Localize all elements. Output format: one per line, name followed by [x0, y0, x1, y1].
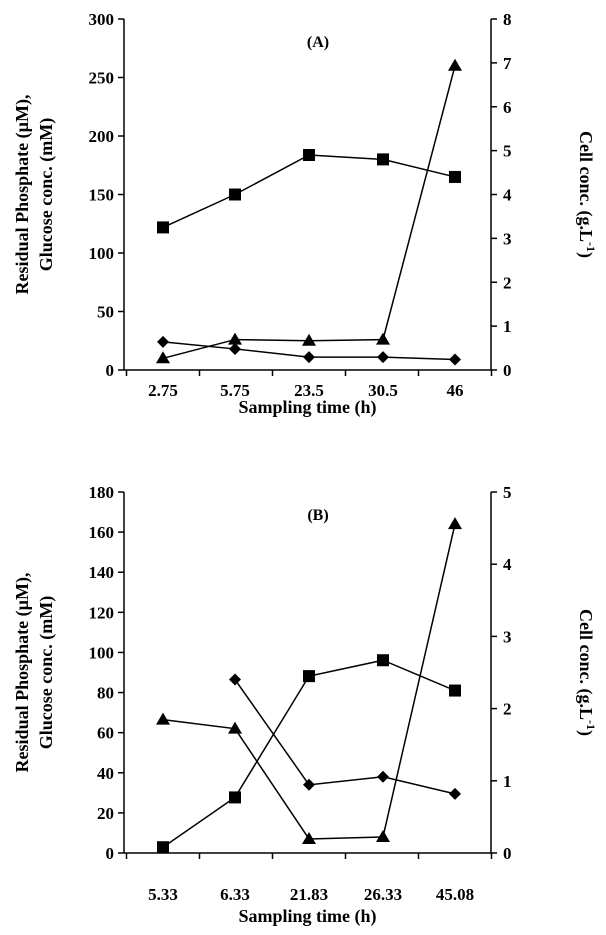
x-tick-label: 26.33: [364, 885, 402, 904]
square-marker-2: [303, 670, 315, 683]
diamond-marker-3: [449, 787, 461, 800]
triangle-marker-4: [448, 58, 462, 71]
left-tick-label: 50: [97, 303, 114, 322]
y-axis-title-line1: Residual Phosphate (µM),: [12, 573, 33, 773]
left-tick-label: 40: [97, 764, 114, 783]
square-marker-1: [229, 791, 241, 804]
left-tick-label: 250: [89, 69, 115, 88]
y-axis-title-line1: Residual Phosphate (µM),: [12, 95, 33, 295]
x-tick-label: 5.75: [220, 381, 250, 400]
y-axis-title: Residual Phosphate (µM), Glucose conc. (m…: [12, 95, 57, 295]
left-tick-label: 300: [89, 10, 115, 29]
x-tick-label: 30.5: [368, 381, 398, 400]
x-tick-label: 23.5: [294, 381, 324, 400]
right-tick-label: 3: [503, 229, 512, 248]
left-tick-label: 200: [89, 127, 115, 146]
series-square: [157, 149, 461, 234]
series-square: [157, 654, 461, 854]
y2-axis-title: Cell conc. (g.L-1): [575, 131, 598, 258]
x-axis-title: Sampling time (h): [238, 397, 376, 418]
right-tick-label: 0: [503, 844, 512, 863]
diamond-marker-0: [157, 335, 169, 348]
chart-panel-b: 0 20 40 60 80 100 120 140 160 180 0 1 2 3 4 5 5.33 6.33 21…: [12, 483, 598, 927]
right-tick-label: 1: [503, 772, 512, 791]
x-tick-label: 6.33: [220, 885, 250, 904]
left-tick-label: 140: [89, 563, 115, 582]
triangle-marker-3: [376, 332, 390, 345]
diamond-marker-0: [229, 673, 241, 686]
left-tick-label: 0: [106, 844, 115, 863]
series-line-diamond: [234, 679, 456, 795]
triangle-marker-2: [302, 333, 316, 346]
left-tick-label: 180: [89, 483, 115, 502]
diamond-marker-1: [229, 342, 241, 355]
right-tick-label: 4: [503, 186, 512, 205]
diamond-marker-2: [303, 351, 315, 364]
triangle-marker-3: [376, 829, 390, 842]
x-tick-label: 2.75: [148, 381, 178, 400]
x-tick-label: 21.83: [290, 885, 328, 904]
square-marker-3: [377, 153, 389, 166]
series-diamond: [157, 335, 461, 366]
left-tick-label: 150: [89, 186, 115, 205]
right-tick-label: 3: [503, 627, 512, 646]
chart-panel-a: 0 50 100 150 200 250 300 0 1 2 3 4 5 6 7 8 2.75 5.75 23.5 3…: [12, 10, 598, 418]
panel-label: (B): [307, 507, 328, 524]
left-tick-label: 100: [89, 244, 115, 263]
x-tick-label: 5.33: [148, 885, 178, 904]
series-diamond: [229, 673, 461, 800]
series-line-triangle: [162, 65, 456, 360]
right-tick-label: 2: [503, 273, 512, 292]
square-marker-0: [157, 841, 169, 854]
right-tick-label: 2: [503, 700, 512, 719]
square-marker-3: [377, 654, 389, 667]
diamond-marker-1: [303, 778, 315, 791]
triangle-marker-2: [302, 831, 316, 844]
right-tick-label: 0: [503, 361, 512, 380]
y-axis-title: Residual Phosphate (µM), Glucose conc. (m…: [12, 573, 57, 773]
triangle-marker-0: [156, 712, 170, 725]
diamond-marker-2: [377, 770, 389, 783]
square-marker-0: [157, 221, 169, 234]
right-tick-label: 5: [503, 483, 512, 502]
y2-axis-title: Cell conc. (g.L-1): [575, 609, 598, 736]
right-tick-label: 6: [503, 98, 512, 117]
left-tick-label: 0: [106, 361, 115, 380]
triangle-marker-1: [228, 721, 242, 734]
diamond-marker-4: [449, 353, 461, 366]
x-axis-title: Sampling time (h): [238, 906, 376, 927]
series-line-square: [162, 154, 456, 229]
right-tick-label: 7: [503, 54, 512, 73]
square-marker-4: [449, 170, 461, 183]
right-tick-label: 1: [503, 317, 512, 336]
square-marker-2: [303, 149, 315, 162]
series-triangle: [156, 58, 462, 364]
left-tick-label: 20: [97, 804, 114, 823]
right-tick-label: 5: [503, 142, 512, 161]
left-tick-label: 160: [89, 523, 115, 542]
x-tick-label: 46: [447, 381, 464, 400]
square-marker-1: [229, 188, 241, 201]
right-tick-label: 4: [503, 555, 512, 574]
left-tick-label: 120: [89, 603, 115, 622]
left-tick-label: 60: [97, 724, 114, 743]
triangle-marker-4: [448, 517, 462, 530]
y-axis-title-line2: Glucose conc. (mM): [36, 596, 57, 749]
left-tick-label: 80: [97, 684, 114, 703]
right-tick-label: 8: [503, 10, 512, 29]
triangle-marker-0: [156, 351, 170, 364]
triangle-marker-1: [228, 332, 242, 345]
series-triangle: [156, 517, 462, 844]
series-line-square: [162, 659, 456, 848]
x-tick-label: 45.08: [436, 885, 474, 904]
square-marker-4: [449, 684, 461, 697]
panel-label: (A): [307, 34, 329, 51]
left-tick-label: 100: [89, 643, 115, 662]
diamond-marker-3: [377, 351, 389, 364]
y-axis-title-line2: Glucose conc. (mM): [36, 118, 57, 271]
